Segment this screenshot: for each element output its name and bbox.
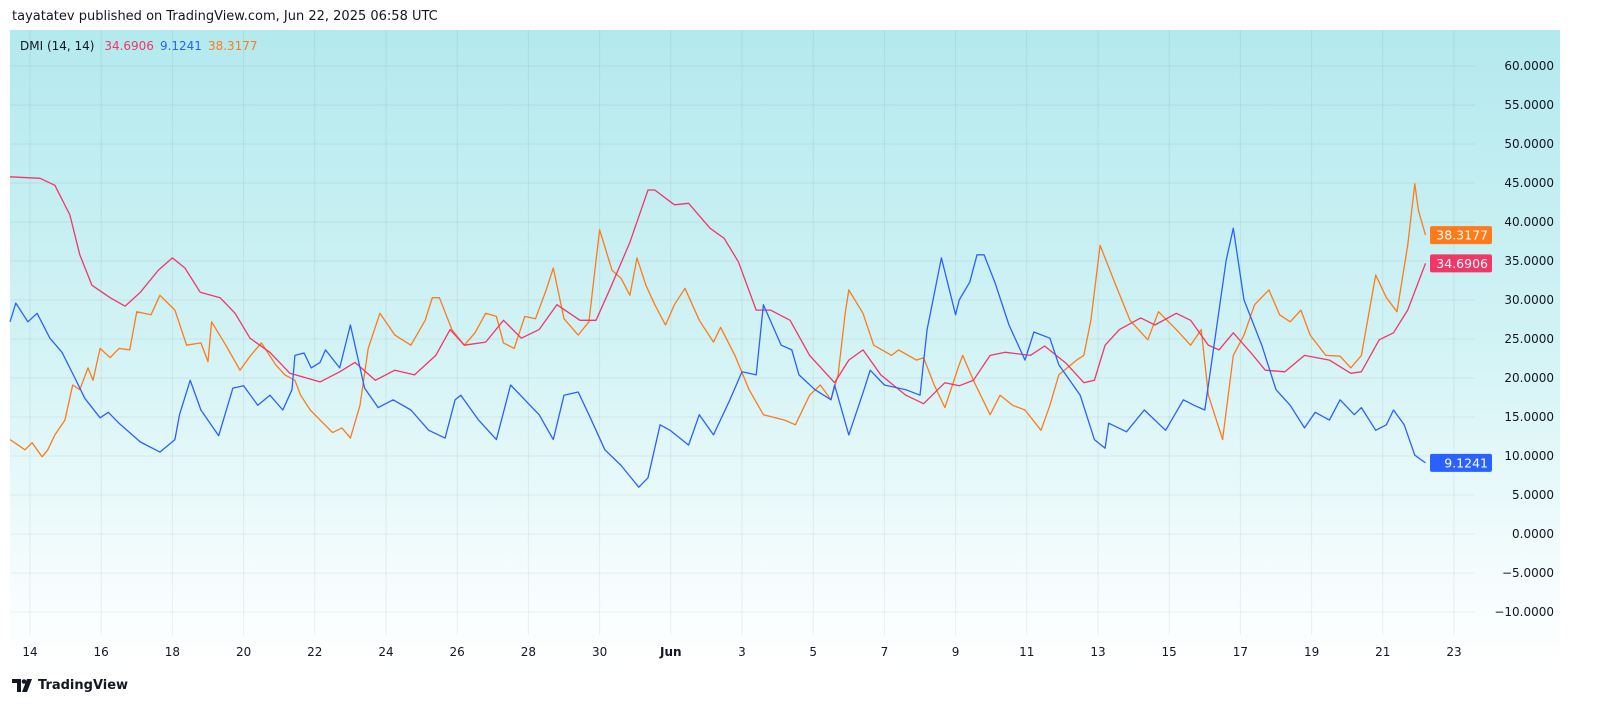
x-tick-label: 5 (809, 645, 817, 659)
tradingview-logo-icon (12, 678, 32, 692)
y-tick-label: 50.0000 (1504, 137, 1554, 151)
x-tick-label: 18 (165, 645, 180, 659)
publish-info: tayatatev published on TradingView.com, … (12, 9, 438, 24)
y-tick-label: 25.0000 (1504, 332, 1554, 346)
series-line-di[interactable] (9, 227, 1426, 488)
y-tick-label: 45.0000 (1504, 176, 1554, 190)
x-tick-label: 23 (1446, 645, 1461, 659)
last-value-label: 9.1241 (1444, 455, 1488, 470)
x-tick-label: 9 (952, 645, 960, 659)
x-tick-label: 15 (1162, 645, 1177, 659)
y-tick-label: 35.0000 (1504, 254, 1554, 268)
indicator-name: DMI (14, 14) (20, 39, 95, 53)
y-tick-label: 30.0000 (1504, 293, 1554, 307)
x-tick-label: 22 (307, 645, 322, 659)
y-tick-label: 5.0000 (1512, 488, 1554, 502)
x-tick-label: 20 (236, 645, 251, 659)
y-tick-label: 15.0000 (1504, 410, 1554, 424)
y-tick-label: 10.0000 (1504, 449, 1554, 463)
y-tick-label: 20.0000 (1504, 371, 1554, 385)
x-tick-label: 7 (881, 645, 889, 659)
y-tick-label: −5.0000 (1502, 566, 1554, 580)
x-tick-label: 26 (450, 645, 465, 659)
y-tick-label: 0.0000 (1512, 527, 1554, 541)
x-tick-label: 13 (1090, 645, 1105, 659)
x-tick-label: 3 (738, 645, 746, 659)
last-value-label: 34.6906 (1436, 256, 1488, 271)
x-tick-label: 11 (1019, 645, 1034, 659)
y-tick-label: 40.0000 (1504, 215, 1554, 229)
x-tick-label: 21 (1375, 645, 1390, 659)
x-tick-label: 19 (1304, 645, 1319, 659)
indicator-legend: DMI (14, 14) 34.6906 9.1241 38.3177 (20, 39, 264, 53)
x-tick-label: Jun (659, 645, 682, 659)
x-tick-label: 17 (1233, 645, 1248, 659)
legend-plus-di-value: 9.1241 (159, 39, 202, 53)
x-tick-label: 24 (378, 645, 393, 659)
last-value-badge: 38.3177 (1430, 226, 1492, 245)
x-tick-label: 16 (94, 645, 109, 659)
chart-pane[interactable] (10, 30, 1560, 666)
x-tick-label: 28 (521, 645, 536, 659)
last-value-badge: 9.1241 (1430, 453, 1492, 472)
last-value-label: 38.3177 (1436, 228, 1488, 243)
series-line-adx[interactable] (10, 176, 1427, 405)
legend-minus-di-value: 38.3177 (207, 39, 258, 53)
y-tick-label: −10.0000 (1494, 605, 1554, 619)
tradingview-footer[interactable]: TradingView (12, 678, 128, 693)
brand-name: TradingView (38, 678, 129, 693)
x-tick-label: 30 (592, 645, 607, 659)
y-tick-label: 55.0000 (1504, 98, 1554, 112)
series-line-di[interactable] (9, 183, 1427, 458)
x-tick-label: 14 (22, 645, 37, 659)
y-tick-label: 60.0000 (1504, 59, 1554, 73)
last-value-badge: 34.6906 (1430, 254, 1492, 273)
legend-adx-value: 34.6906 (104, 39, 154, 53)
